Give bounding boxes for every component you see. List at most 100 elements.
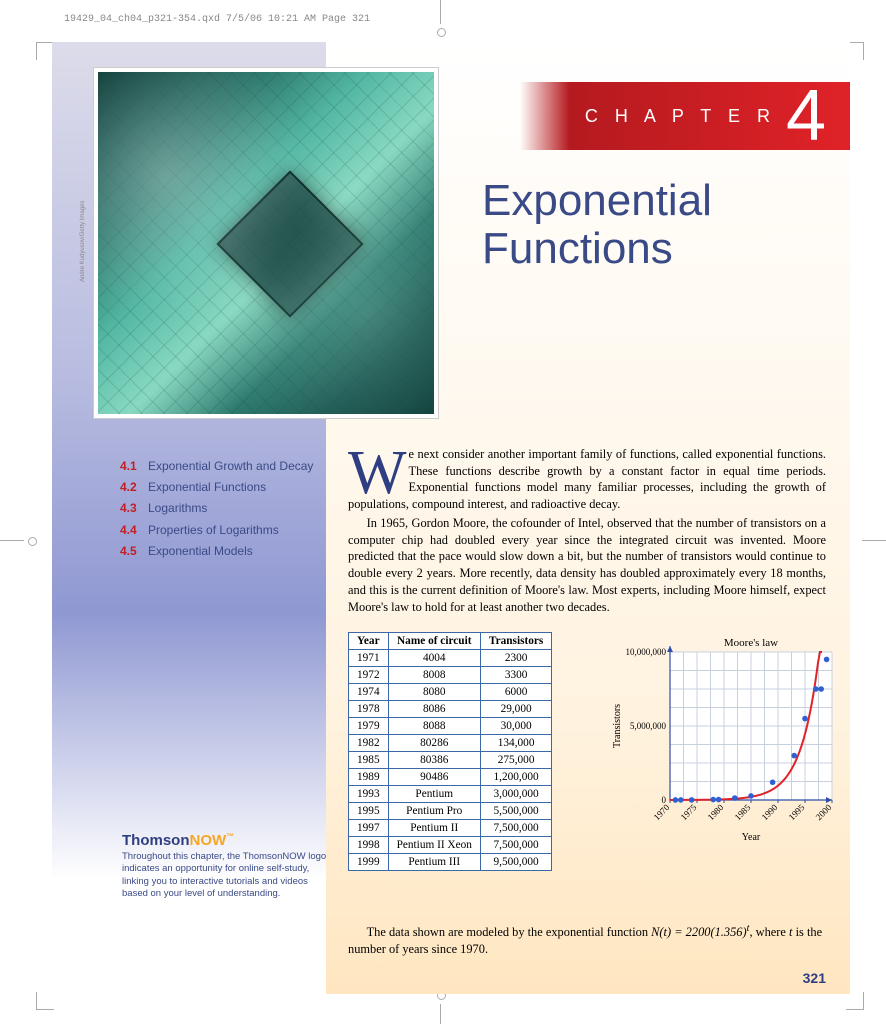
toc-label: Exponential Functions bbox=[148, 478, 266, 497]
table-cell: 9,500,000 bbox=[480, 854, 551, 871]
table-cell: 1993 bbox=[349, 786, 389, 803]
thomson-blurb: Throughout this chapter, the ThomsonNOW … bbox=[122, 851, 332, 900]
svg-text:1980: 1980 bbox=[706, 802, 726, 822]
page-content: C H A P T E R 4 Andre Kudyusov/Getty Ima… bbox=[52, 42, 850, 994]
table-row: 1979808830,000 bbox=[349, 718, 552, 735]
table-cell: 3,000,000 bbox=[480, 786, 551, 803]
table-row: 198580386275,000 bbox=[349, 752, 552, 769]
table-cell: 8008 bbox=[388, 667, 480, 684]
table-cell: 80386 bbox=[388, 752, 480, 769]
svg-text:1970: 1970 bbox=[652, 802, 672, 822]
table-cell: 1971 bbox=[349, 650, 389, 667]
table-cell: 1989 bbox=[349, 769, 389, 786]
svg-text:10,000,000: 10,000,000 bbox=[626, 647, 667, 657]
table-cell: 2300 bbox=[480, 650, 551, 667]
crop-mark-right bbox=[862, 540, 886, 541]
toc-label: Logarithms bbox=[148, 499, 207, 518]
paragraph-1: e next consider another important family… bbox=[348, 447, 826, 511]
table-row: 1993Pentium3,000,000 bbox=[349, 786, 552, 803]
table-cell: 1974 bbox=[349, 684, 389, 701]
svg-text:1975: 1975 bbox=[679, 802, 699, 822]
table-row: 1978808629,000 bbox=[349, 701, 552, 718]
toc-label: Properties of Logarithms bbox=[148, 521, 279, 540]
moores-law-chart: 05,000,00010,000,00019701975198019851990… bbox=[608, 632, 838, 842]
table-cell: 7,500,000 bbox=[480, 820, 551, 837]
toc-item: 4.5Exponential Models bbox=[120, 542, 330, 561]
table-cell: 90486 bbox=[388, 769, 480, 786]
toc-number: 4.1 bbox=[120, 457, 148, 476]
toc-number: 4.3 bbox=[120, 499, 148, 518]
page-number: 321 bbox=[803, 970, 826, 986]
toc-label: Exponential Growth and Decay bbox=[148, 457, 313, 476]
table-row: 197280083300 bbox=[349, 667, 552, 684]
closing-mid: , where bbox=[749, 925, 789, 939]
chapter-tab: C H A P T E R 4 bbox=[520, 82, 850, 150]
drop-cap: W bbox=[348, 446, 409, 495]
title-line1: Exponential bbox=[482, 176, 712, 225]
table-cell: 1999 bbox=[349, 854, 389, 871]
table-cell: Pentium Pro bbox=[388, 803, 480, 820]
thomson-now-block: ThomsonNOW™ Throughout this chapter, the… bbox=[122, 832, 332, 900]
table-cell: 4004 bbox=[388, 650, 480, 667]
chapter-number: 4 bbox=[786, 80, 826, 152]
toc-item: 4.3Logarithms bbox=[120, 499, 330, 518]
crop-mark-left bbox=[0, 540, 24, 541]
print-header: 19429_04_ch04_p321-354.qxd 7/5/06 10:21 … bbox=[64, 14, 370, 25]
table-cell: 1995 bbox=[349, 803, 389, 820]
table-row: 197140042300 bbox=[349, 650, 552, 667]
trim-corner-bl bbox=[36, 992, 54, 1010]
trim-corner-br bbox=[846, 992, 864, 1010]
chapter-label: C H A P T E R bbox=[585, 106, 776, 127]
table-row: 197480806000 bbox=[349, 684, 552, 701]
table-header: Name of circuit bbox=[388, 633, 480, 650]
table-cell: 1,200,000 bbox=[480, 769, 551, 786]
closing-paragraph: The data shown are modeled by the expone… bbox=[348, 922, 826, 958]
table-row: 1999Pentium III9,500,000 bbox=[349, 854, 552, 871]
paragraph-2: In 1965, Gordon Moore, the cofounder of … bbox=[348, 515, 826, 615]
logo-tm: ™ bbox=[226, 832, 234, 841]
table-header: Year bbox=[349, 633, 389, 650]
logo-thomson: Thomson bbox=[122, 832, 190, 849]
svg-text:Moore's law: Moore's law bbox=[724, 637, 778, 649]
table-cell: 29,000 bbox=[480, 701, 551, 718]
table-cell: 7,500,000 bbox=[480, 837, 551, 854]
table-cell: 8088 bbox=[388, 718, 480, 735]
table-cell: 6000 bbox=[480, 684, 551, 701]
chart-svg: 05,000,00010,000,00019701975198019851990… bbox=[608, 632, 838, 842]
svg-text:1990: 1990 bbox=[760, 802, 780, 822]
image-credit: Andre Kudyusov/Getty Images bbox=[80, 201, 86, 282]
table-cell: 134,000 bbox=[480, 735, 551, 752]
table-row: 198280286134,000 bbox=[349, 735, 552, 752]
chapter-image bbox=[94, 68, 438, 418]
svg-text:2000: 2000 bbox=[814, 802, 834, 822]
svg-text:5,000,000: 5,000,000 bbox=[630, 721, 667, 731]
table-row: 1998Pentium II Xeon7,500,000 bbox=[349, 837, 552, 854]
table-cell: 1998 bbox=[349, 837, 389, 854]
toc-item: 4.1Exponential Growth and Decay bbox=[120, 457, 330, 476]
table-cell: 30,000 bbox=[480, 718, 551, 735]
toc-item: 4.4Properties of Logarithms bbox=[120, 521, 330, 540]
table-row: 1989904861,200,000 bbox=[349, 769, 552, 786]
title-line2: Functions bbox=[482, 224, 673, 273]
table-row: 1997Pentium II7,500,000 bbox=[349, 820, 552, 837]
intro-text: W e next consider another important fami… bbox=[348, 446, 826, 615]
table-cell: 8080 bbox=[388, 684, 480, 701]
table-cell: 8086 bbox=[388, 701, 480, 718]
table-cell: Pentium III bbox=[388, 854, 480, 871]
table-cell: Pentium II Xeon bbox=[388, 837, 480, 854]
chapter-title: Exponential Functions bbox=[482, 177, 712, 274]
table-cell: Pentium II bbox=[388, 820, 480, 837]
toc-label: Exponential Models bbox=[148, 542, 253, 561]
svg-text:1995: 1995 bbox=[787, 802, 807, 822]
table-header: Transistors bbox=[480, 633, 551, 650]
crop-mark-bottom bbox=[440, 1004, 441, 1024]
crop-mark-top bbox=[440, 0, 441, 24]
toc-list: 4.1Exponential Growth and Decay4.2Expone… bbox=[120, 457, 330, 563]
closing-pre: The data shown are modeled by the expone… bbox=[367, 925, 652, 939]
transistor-table: YearName of circuitTransistors1971400423… bbox=[348, 632, 552, 871]
table-cell: 80286 bbox=[388, 735, 480, 752]
table-cell: 1972 bbox=[349, 667, 389, 684]
table-cell: 1997 bbox=[349, 820, 389, 837]
toc-number: 4.5 bbox=[120, 542, 148, 561]
svg-text:1985: 1985 bbox=[733, 802, 753, 822]
